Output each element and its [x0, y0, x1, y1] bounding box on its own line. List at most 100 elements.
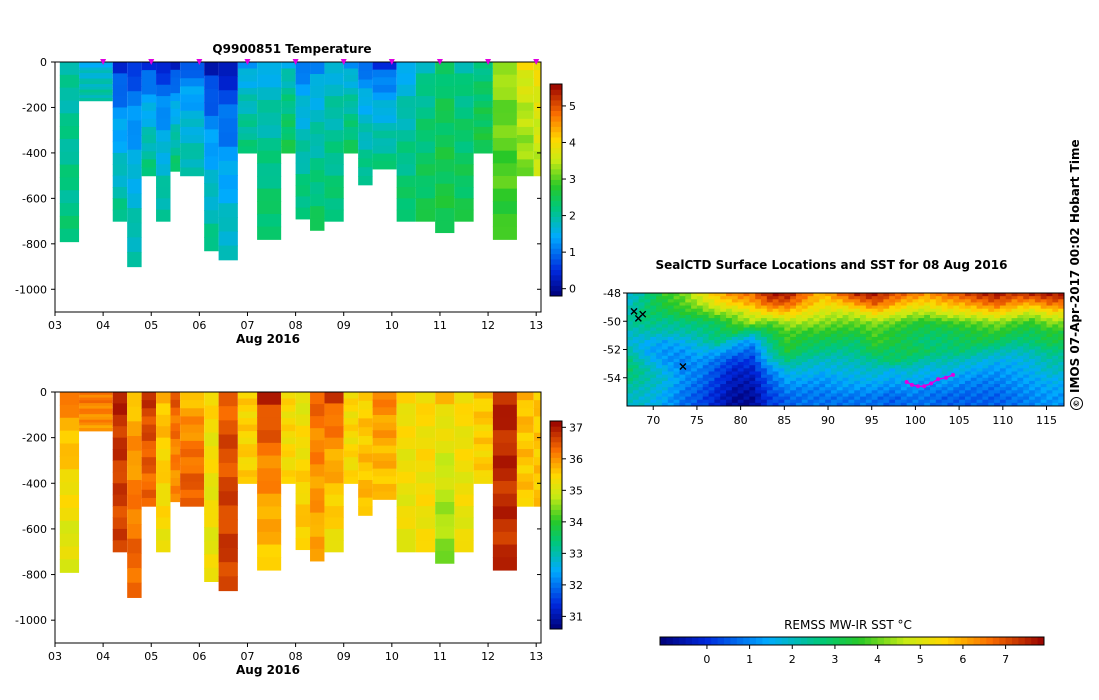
- sst-cell: [865, 387, 873, 391]
- profile-cell: [295, 95, 311, 108]
- profile-cell: [218, 491, 238, 507]
- sst-cell: [702, 314, 710, 319]
- sst-cell: [708, 402, 715, 407]
- sst-cell: [784, 387, 791, 391]
- profile-cell: [324, 96, 344, 109]
- sst-cell: [632, 305, 640, 310]
- profile-column: [257, 392, 282, 571]
- profile-cell: [396, 437, 416, 450]
- profile-cell: [324, 528, 344, 541]
- profile-cell: [310, 524, 325, 538]
- sst-cell: [644, 377, 651, 382]
- sst-cell: [667, 358, 675, 363]
- sst-cell: [696, 330, 704, 335]
- profile-cell: [492, 506, 517, 520]
- sst-cell: [906, 336, 914, 341]
- map-colorbar-tick-label: 2: [789, 653, 796, 666]
- sst-cell: [1017, 311, 1024, 316]
- sst-cell: [924, 296, 931, 300]
- sst-cell: [994, 321, 1001, 325]
- sst-cell: [900, 358, 908, 363]
- profile-cell: [516, 135, 534, 144]
- sst-cell: [1023, 349, 1030, 354]
- sst-cell: [685, 355, 692, 360]
- sst-cell: [947, 368, 954, 372]
- sst-cell: [929, 302, 937, 307]
- map-colorbar-segment: [711, 637, 719, 645]
- sst-cell: [871, 393, 879, 398]
- sst-cell: [726, 358, 733, 363]
- sst-cell: [819, 365, 826, 369]
- sst-cell: [970, 340, 978, 344]
- sst-cell: [959, 393, 966, 398]
- profile-cell: [141, 118, 157, 128]
- sst-cell: [778, 390, 785, 394]
- sst-cell: [1005, 377, 1013, 382]
- sst-cell: [772, 314, 779, 319]
- sst-cell: [912, 371, 919, 376]
- y-tick-label: -400: [22, 477, 47, 490]
- sst-cell: [994, 402, 1001, 407]
- sst-cell: [970, 311, 978, 316]
- sst-cell: [918, 393, 925, 398]
- sst-cell: [632, 330, 640, 335]
- profile-cell: [516, 408, 534, 418]
- sst-cell: [761, 362, 768, 366]
- sst-cell: [778, 318, 785, 322]
- sst-cell: [650, 318, 657, 322]
- sst-cell: [661, 324, 669, 329]
- sst-cell: [848, 296, 855, 300]
- sst-cell: [1046, 293, 1053, 297]
- sst-cell: [714, 374, 721, 379]
- sst-cell: [755, 330, 762, 335]
- sst-cell: [836, 296, 844, 300]
- sst-cell: [1058, 371, 1065, 376]
- profile-cell: [396, 449, 416, 462]
- sst-cell: [726, 330, 733, 335]
- sst-cell: [772, 343, 779, 347]
- profile-cell: [435, 98, 455, 112]
- sst-cell: [685, 393, 692, 398]
- sst-cell: [726, 305, 733, 310]
- sst-cell: [749, 293, 756, 297]
- profile-cell: [112, 426, 128, 439]
- colorbar-segment: [550, 545, 562, 552]
- sst-cell: [1046, 321, 1053, 325]
- profile-cell: [396, 209, 416, 222]
- sst-cell: [941, 299, 948, 303]
- sst-cell: [696, 308, 704, 313]
- sst-cell: [848, 355, 855, 360]
- profile-cell: [141, 151, 157, 161]
- sst-cell: [1052, 371, 1059, 376]
- sst-cell: [755, 340, 762, 344]
- sst-cell: [702, 399, 710, 404]
- profile-cell: [310, 62, 325, 75]
- sst-cell: [854, 308, 861, 313]
- sst-cell: [691, 368, 698, 372]
- colorbar-segment: [550, 190, 562, 196]
- sst-cell: [807, 387, 814, 391]
- sst-cell: [813, 324, 820, 329]
- sst-cell: [1029, 321, 1036, 325]
- sst-cell: [865, 327, 873, 332]
- profile-column: [396, 62, 416, 222]
- sst-cell: [708, 343, 715, 347]
- sst-cell: [842, 396, 849, 401]
- sst-cell: [900, 308, 908, 313]
- sst-cell: [1034, 390, 1042, 394]
- sst-cell: [638, 374, 645, 379]
- sst-cell: [1040, 380, 1048, 385]
- sst-cell: [1029, 343, 1036, 347]
- colorbar-tick-label: 5: [569, 100, 576, 113]
- sst-cell: [720, 355, 727, 360]
- sst-cell: [999, 336, 1007, 341]
- profile-cell: [127, 76, 142, 92]
- x-tick-label: 09: [337, 650, 351, 663]
- sst-cell: [912, 296, 919, 300]
- sst-cell: [644, 336, 651, 341]
- sst-cell: [720, 296, 727, 300]
- profile-cell: [435, 489, 455, 503]
- sst-cell: [673, 396, 680, 401]
- profile-cell: [237, 81, 258, 89]
- sst-cell: [644, 302, 651, 307]
